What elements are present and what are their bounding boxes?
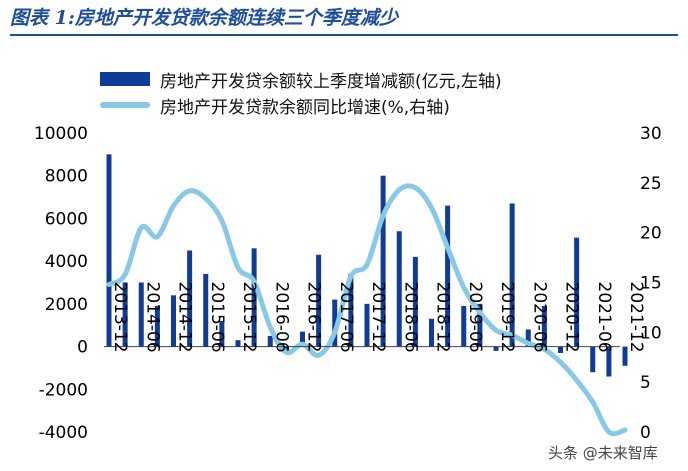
bar — [558, 346, 563, 353]
bar — [412, 256, 418, 347]
x-tick-label: 2015-06 — [207, 282, 227, 353]
bar — [429, 318, 434, 347]
x-tick-label: 2019-06 — [465, 282, 485, 353]
left-tick-label: 4000 — [45, 252, 88, 272]
bar — [461, 305, 467, 347]
right-tick-label: 20 — [640, 224, 662, 244]
left-tick-label: 2000 — [45, 295, 88, 315]
left-tick-label: 8000 — [45, 167, 88, 187]
bar — [203, 273, 209, 347]
bar — [622, 346, 628, 366]
bar — [396, 231, 402, 347]
right-tick-label: 15 — [640, 274, 662, 294]
x-tick-label: 2021-12 — [626, 282, 646, 353]
x-tick-label: 2017-06 — [336, 282, 356, 353]
x-tick-label: 2016-06 — [271, 282, 291, 353]
right-tick-label: 10 — [640, 323, 662, 343]
x-tick-label: 2020-06 — [529, 282, 549, 353]
x-tick-label: 2016-12 — [304, 282, 324, 353]
bar — [606, 346, 612, 377]
bar — [171, 295, 176, 347]
legend-swatch-bar — [100, 72, 150, 86]
left-tick-label: 0 — [77, 338, 88, 358]
legend-label-line: 房地产开发贷款余额同比增速(%,右轴) — [160, 97, 450, 118]
right-tick-label: 25 — [640, 174, 662, 194]
growth-line — [106, 183, 628, 437]
x-tick-label: 2015-12 — [239, 282, 259, 353]
left-tick-label: -4000 — [39, 423, 88, 443]
bar — [445, 205, 451, 347]
figure-title: 图表 1:房地产开发贷款余额连续三个季度减少 — [10, 4, 678, 36]
bar — [154, 305, 160, 347]
bar — [187, 250, 193, 347]
bar — [122, 282, 128, 347]
bar — [348, 273, 354, 347]
x-tick-label: 2021-06 — [594, 282, 614, 353]
x-tick-label: 2018-06 — [400, 282, 420, 353]
bar — [138, 282, 144, 347]
bar — [380, 175, 386, 347]
bar — [106, 154, 112, 347]
bar — [574, 237, 580, 347]
line-series — [106, 183, 628, 437]
bar — [332, 299, 338, 347]
bar — [590, 346, 596, 373]
watermark: 头条 @未来智库 — [548, 444, 658, 462]
x-tick-label: 2013-12 — [110, 282, 130, 353]
right-axis-ticks: 0 5 10 15 20 25 30 — [640, 124, 662, 443]
x-tick-label: 2014-06 — [142, 282, 162, 353]
left-tick-label: 10000 — [34, 124, 88, 144]
x-tick-label: 2017-12 — [368, 282, 388, 353]
left-tick-label: -2000 — [39, 380, 88, 400]
legend-item-line: 房地产开发贷款余额同比增速(%,右轴) — [100, 92, 502, 118]
bar — [267, 335, 273, 347]
bar — [477, 303, 483, 347]
legend-swatch-line — [100, 102, 150, 108]
bar — [235, 340, 241, 347]
left-axis-ticks: -4000 -2000 0 2000 4000 6000 8000 10000 — [34, 124, 88, 443]
bar-series — [106, 154, 628, 377]
right-tick-label: 5 — [640, 373, 651, 393]
legend-item-bar: 房地产开发贷余额较上季度增减额(亿元,左轴) — [100, 66, 502, 92]
right-tick-label: 30 — [640, 124, 662, 144]
x-tick-label: 2018-12 — [433, 282, 453, 353]
bar — [493, 346, 499, 351]
bar — [541, 305, 547, 347]
x-axis-ticks: 2013-12 2014-06 2014-12 2015-06 2015-12 2016-… — [110, 282, 646, 353]
bar — [251, 248, 257, 347]
left-tick-label: 6000 — [45, 209, 88, 229]
bar — [525, 329, 531, 347]
x-tick-label: 2020-12 — [562, 282, 582, 353]
bar — [300, 331, 305, 347]
x-tick-label: 2019-12 — [497, 282, 517, 353]
bar — [316, 254, 322, 347]
legend-label-bar: 房地产开发贷余额较上季度增减额(亿元,左轴) — [160, 71, 502, 92]
bar — [364, 303, 370, 347]
legend: 房地产开发贷余额较上季度增减额(亿元,左轴) 房地产开发贷款余额同比增速(%,右… — [100, 66, 502, 118]
right-tick-label: 0 — [640, 423, 651, 443]
bar — [509, 203, 515, 347]
bar — [219, 320, 225, 347]
x-tick-label: 2014-12 — [175, 282, 195, 353]
